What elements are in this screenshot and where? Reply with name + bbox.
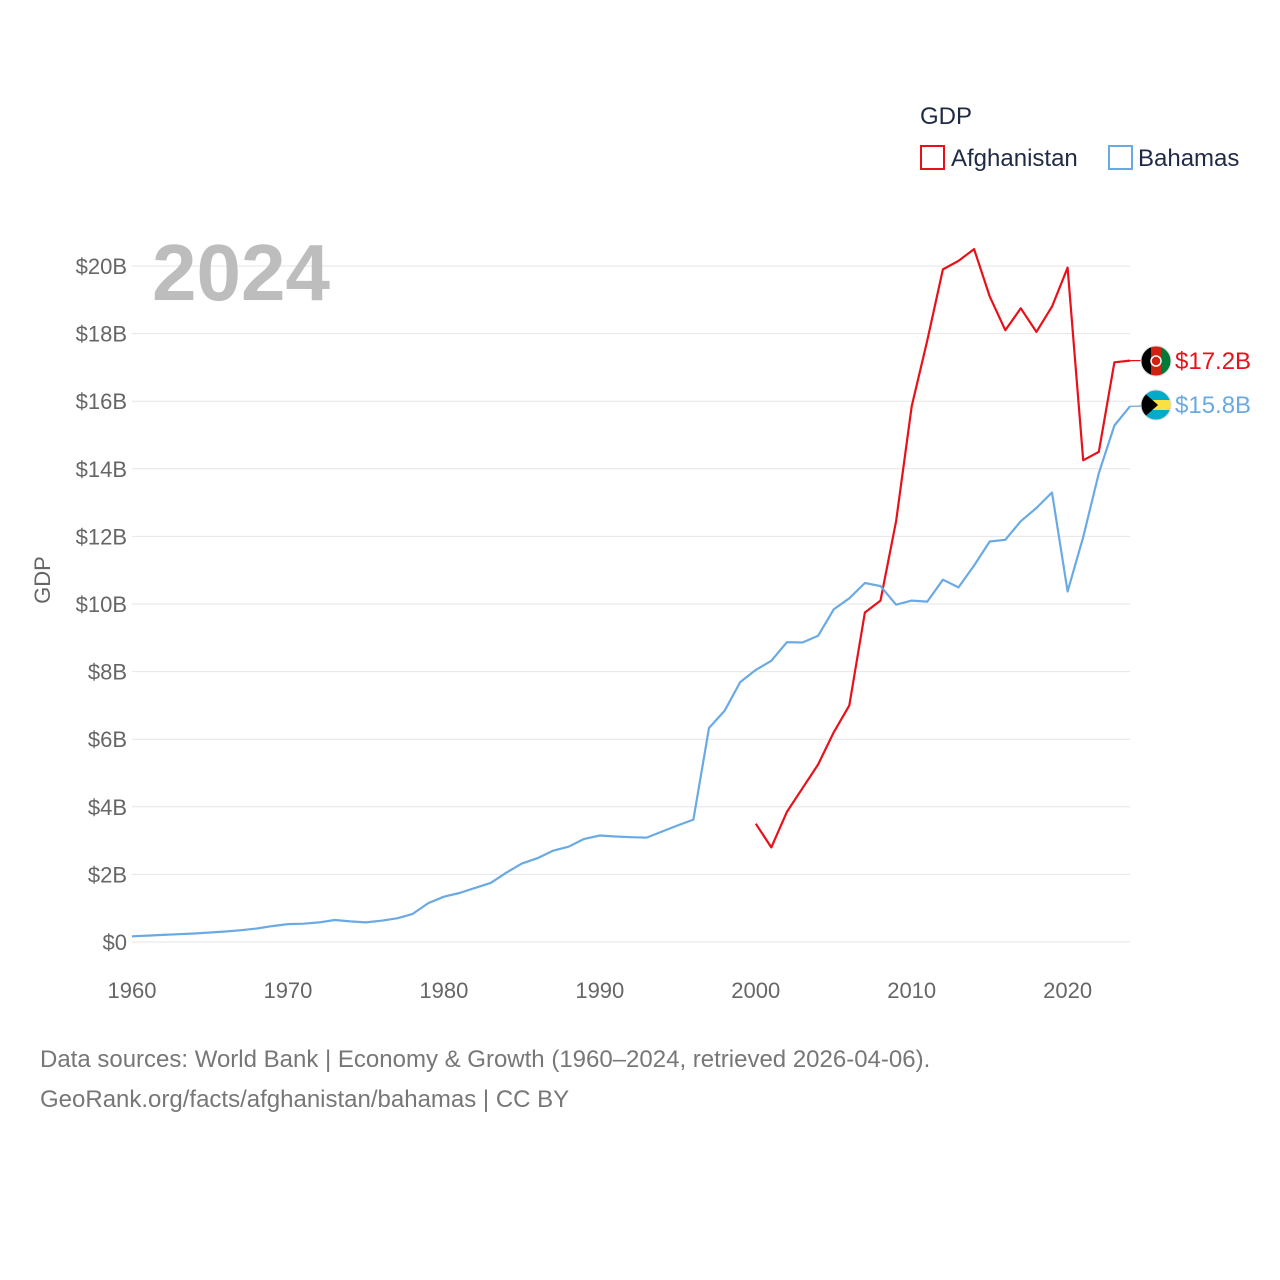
end-labels: $17.2B $15.8B bbox=[1130, 345, 1251, 421]
source-line-2: GeoRank.org/facts/afghanistan/bahamas | … bbox=[40, 1086, 570, 1113]
y-tick-label-16: $16B bbox=[76, 389, 127, 414]
flag-triangle bbox=[1141, 390, 1158, 420]
x-tick-label-1990: 1990 bbox=[575, 978, 624, 1003]
flag-emblem bbox=[1150, 355, 1162, 367]
flag-ring-bahamas bbox=[1140, 389, 1172, 421]
y-tick-label-18: $18B bbox=[76, 322, 127, 347]
end-connector-bahamas bbox=[1130, 405, 1141, 407]
x-tick-label-1980: 1980 bbox=[419, 978, 468, 1003]
flag-body-bahamas bbox=[1141, 390, 1171, 420]
y-tick-label-0: $0 bbox=[103, 930, 127, 955]
y-tick-label-6: $6B bbox=[88, 727, 127, 752]
y-tick-label-2: $2B bbox=[88, 862, 127, 887]
flag-stripe-red bbox=[1151, 346, 1161, 376]
year-label: 2024 bbox=[152, 228, 330, 317]
y-tick-label-10: $10B bbox=[76, 592, 127, 617]
legend: GDP Afghanistan Bahamas bbox=[920, 103, 1239, 172]
x-tick-label-2020: 2020 bbox=[1043, 978, 1092, 1003]
flag-stripe-black bbox=[1141, 346, 1151, 376]
legend-swatch-bahamas bbox=[1108, 145, 1133, 170]
y-axis-ticks: $0 $2B $4B $6B $8B $10B $12B $14B $16B $18B $20B bbox=[76, 254, 127, 955]
legend-title: GDP bbox=[920, 103, 972, 130]
series-lines bbox=[131, 248, 1131, 938]
series-line-afghanistan bbox=[754, 248, 1131, 849]
x-tick-label-1960: 1960 bbox=[108, 978, 157, 1003]
x-tick-label-1970: 1970 bbox=[263, 978, 312, 1003]
end-value-label-afghanistan: $17.2B bbox=[1175, 348, 1251, 375]
source-line-1: Data sources: World Bank | Economy & Gro… bbox=[40, 1046, 931, 1073]
x-tick-label-2000: 2000 bbox=[731, 978, 780, 1003]
flag-stripe-green bbox=[1161, 346, 1171, 376]
bahamas-flag-icon bbox=[1140, 389, 1172, 421]
legend-item-afghanistan[interactable]: Afghanistan bbox=[920, 145, 1078, 172]
end-value-label-bahamas: $15.8B bbox=[1175, 392, 1251, 419]
legend-label-bahamas: Bahamas bbox=[1138, 145, 1239, 172]
y-tick-label-8: $8B bbox=[88, 660, 127, 685]
source-note: Data sources: World Bank | Economy & Gro… bbox=[40, 1040, 930, 1120]
series-line-bahamas bbox=[131, 405, 1131, 938]
y-axis-title: GDP bbox=[30, 556, 55, 604]
legend-swatch-afghanistan bbox=[920, 145, 945, 170]
x-axis-ticks: 1960 1970 1980 1990 2000 2010 2020 bbox=[108, 978, 1093, 1003]
legend-label-afghanistan: Afghanistan bbox=[951, 145, 1078, 172]
flag-body-afghanistan bbox=[1141, 346, 1171, 376]
afghanistan-flag-icon bbox=[1140, 345, 1172, 377]
y-tick-label-20: $20B bbox=[76, 254, 127, 279]
flag-ring-afghanistan bbox=[1140, 345, 1172, 377]
gridlines bbox=[132, 265, 1130, 943]
x-tick-label-2010: 2010 bbox=[887, 978, 936, 1003]
y-tick-label-14: $14B bbox=[76, 457, 127, 482]
y-tick-label-12: $12B bbox=[76, 524, 127, 549]
legend-item-bahamas[interactable]: Bahamas bbox=[1108, 145, 1239, 172]
y-tick-label-4: $4B bbox=[88, 795, 127, 820]
gdp-line-chart: $0 $2B $4B $6B $8B $10B $12B $14B $16B $18B $20B 1… bbox=[30, 103, 1251, 1003]
